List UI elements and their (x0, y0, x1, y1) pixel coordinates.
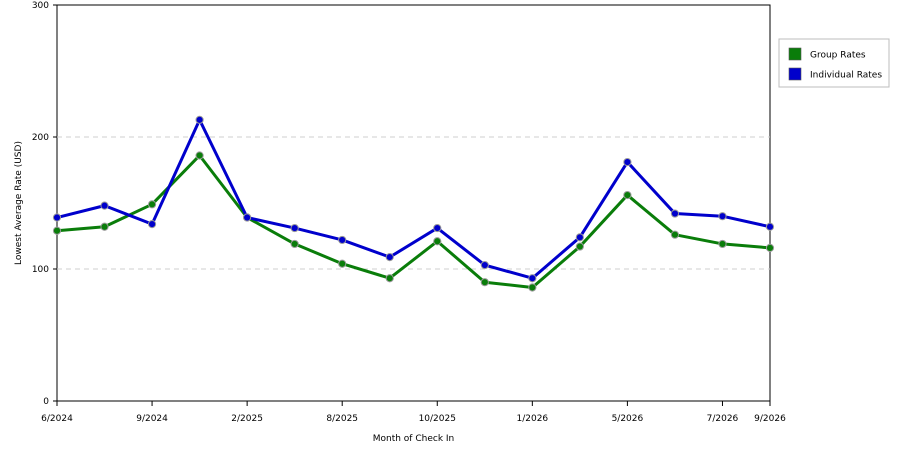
data-point (765, 243, 775, 252)
x-axis-label: Month of Check In (373, 434, 455, 444)
data-point (575, 242, 584, 251)
data-point (385, 253, 394, 262)
y-tick-label: 100 (32, 265, 49, 275)
data-point (243, 213, 252, 222)
data-point (623, 190, 632, 200)
axes: 0 100 200 300 6/2024 9/2024 2/2025 8/2025 10/202… (32, 1, 786, 424)
data-point (52, 213, 62, 222)
data-point (575, 233, 584, 242)
data-point (433, 237, 442, 246)
y-tick-label: 0 (43, 397, 49, 407)
legend: Group Rates Individual Rates (778, 38, 890, 88)
data-point (195, 115, 204, 124)
y-tick-label: 300 (32, 1, 49, 11)
x-tick-label: 9/2026 (754, 414, 786, 424)
data-point (670, 230, 680, 239)
data-point (290, 223, 299, 233)
data-point (147, 200, 157, 209)
data-point (480, 278, 489, 287)
x-tick-label: 2/2025 (231, 414, 263, 424)
legend-label: Individual Rates (810, 71, 882, 81)
x-tick-label: 5/2026 (612, 414, 644, 424)
series-line (56, 118, 771, 280)
x-tick-label: 6/2024 (41, 414, 73, 424)
data-point (147, 220, 157, 229)
x-tick-label: 9/2024 (136, 414, 168, 424)
data-point (290, 239, 299, 249)
data-point (718, 239, 727, 249)
data-point (718, 212, 727, 221)
data-point (52, 226, 62, 235)
data-point (670, 209, 680, 218)
data-point (195, 151, 204, 160)
data-point (100, 201, 109, 210)
x-tick-label: 8/2025 (326, 414, 358, 424)
x-tick-label: 1/2026 (516, 414, 548, 424)
data-point (623, 157, 632, 167)
x-tick-label: 7/2026 (707, 414, 739, 424)
data-point (100, 222, 109, 231)
data-point (433, 223, 442, 233)
plot-area (56, 4, 771, 402)
legend-label: Group Rates (810, 51, 866, 61)
series-line (56, 153, 771, 289)
legend-swatch (788, 47, 802, 61)
data-point (385, 274, 394, 283)
series-group (52, 115, 775, 292)
data-point (338, 235, 347, 245)
y-tick-label: 200 (32, 133, 49, 143)
data-point (528, 283, 537, 292)
series-1 (52, 115, 775, 283)
legend-swatch (788, 67, 802, 81)
grid-lines (57, 136, 770, 270)
y-axis-label: Lowest Average Rate (USD) (14, 141, 24, 265)
data-point (480, 260, 489, 270)
x-tick-label: 10/2025 (419, 414, 456, 424)
data-point (765, 222, 775, 231)
data-point (338, 259, 347, 268)
data-point (528, 274, 537, 283)
series-0 (52, 151, 775, 292)
